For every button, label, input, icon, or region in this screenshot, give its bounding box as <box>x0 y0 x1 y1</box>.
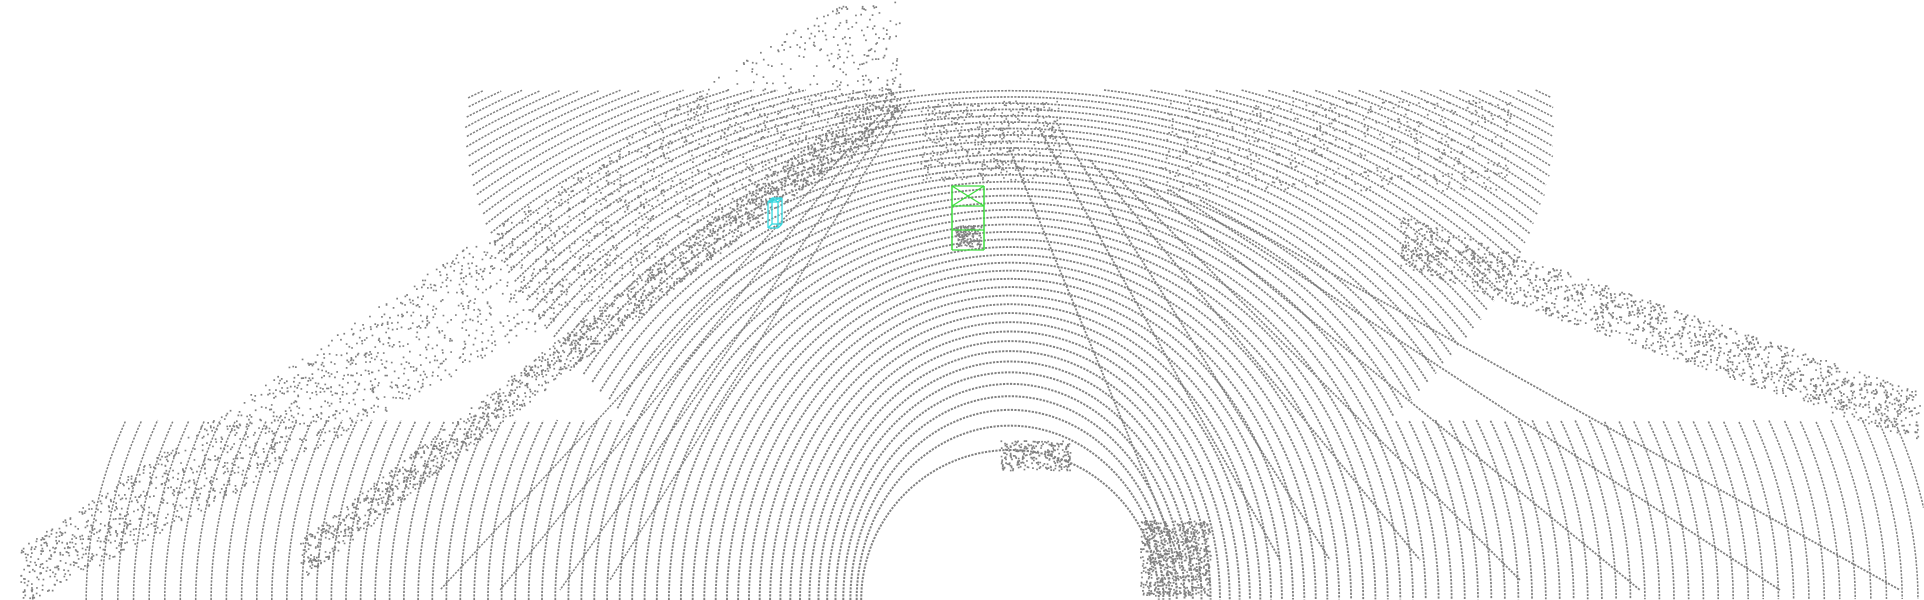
scan-ring <box>703 261 1317 600</box>
scan-ring <box>554 173 1466 600</box>
scan-ring <box>285 89 1735 600</box>
scan-ring <box>799 340 1221 600</box>
scan-ring <box>691 253 1329 600</box>
scan-ring <box>1139 179 1641 591</box>
point-cloud <box>20 1 1924 600</box>
scan-ring <box>225 89 1795 600</box>
scan-ring <box>431 114 1589 600</box>
bounding-boxes <box>767 185 985 251</box>
scatter-points <box>300 73 902 579</box>
scan-ring <box>1169 189 1781 591</box>
scan-ring <box>315 89 1705 600</box>
scan-ring <box>445 121 1575 600</box>
scan-ring <box>240 89 1780 600</box>
scan-ring <box>714 269 1306 600</box>
pedestrian-bounding-box[interactable] <box>767 197 783 229</box>
scan-ring <box>1089 159 1421 561</box>
scan-ring <box>499 109 891 591</box>
scan-ring <box>300 89 1720 600</box>
scan-ring <box>779 321 1241 600</box>
scan-ring <box>606 201 1414 600</box>
scan-ring <box>1059 129 1331 561</box>
scan-ring <box>1009 149 1181 561</box>
scan-ring <box>580 187 1440 600</box>
scan-ring <box>855 424 1165 600</box>
scan-ring <box>388 96 1632 600</box>
scan-ring <box>808 350 1212 600</box>
scan-ring <box>345 89 1675 600</box>
scan-ring <box>527 160 1493 600</box>
scan-ring <box>417 108 1603 600</box>
scan-ring <box>164 89 1856 600</box>
scan-ring <box>85 89 1924 600</box>
scan-ring <box>271 89 1749 600</box>
scatter-points <box>1000 440 1212 597</box>
scan-ring <box>849 408 1171 600</box>
scan-ring <box>643 223 1377 600</box>
scan-ring <box>1039 129 1281 561</box>
scan-ring <box>618 208 1402 600</box>
scan-ring <box>631 216 1389 600</box>
scan-ring <box>473 134 1547 600</box>
scan-ring <box>817 360 1203 600</box>
scan-ring <box>737 286 1283 600</box>
scan-ring <box>679 246 1341 600</box>
scan-ring <box>148 89 1872 600</box>
scatter-points <box>1160 100 1921 440</box>
scan-ring <box>210 89 1810 600</box>
scan-ring <box>667 238 1353 600</box>
scatter-points <box>920 100 1062 182</box>
car-bounding-box[interactable] <box>951 185 985 251</box>
scan-ring <box>500 147 1520 600</box>
scan-ring <box>374 89 1646 600</box>
scan-ring <box>330 89 1690 600</box>
scan-ring <box>459 127 1561 600</box>
scatter-points <box>20 1 902 600</box>
scan-ring <box>1109 169 1521 581</box>
scan-ring <box>256 89 1764 600</box>
scan-ring <box>487 140 1533 600</box>
scan-ring <box>359 89 1661 600</box>
scan-ring <box>842 395 1178 600</box>
scan-ring <box>567 180 1453 600</box>
scan-ring <box>117 89 1903 600</box>
scan-ring <box>726 277 1294 600</box>
scan-ring <box>559 104 901 591</box>
scan-ring <box>439 114 881 591</box>
scan-ring <box>593 194 1427 600</box>
scan-ring <box>769 312 1251 600</box>
scan-ring <box>179 89 1841 600</box>
scan-ring <box>748 294 1272 600</box>
car-points <box>955 225 983 248</box>
scan-ring <box>826 371 1194 600</box>
scan-ring <box>541 167 1479 600</box>
scan-ring <box>101 89 1919 600</box>
scan-ring <box>834 382 1186 600</box>
scan-ring <box>1199 199 1901 591</box>
scan-ring <box>789 330 1231 600</box>
